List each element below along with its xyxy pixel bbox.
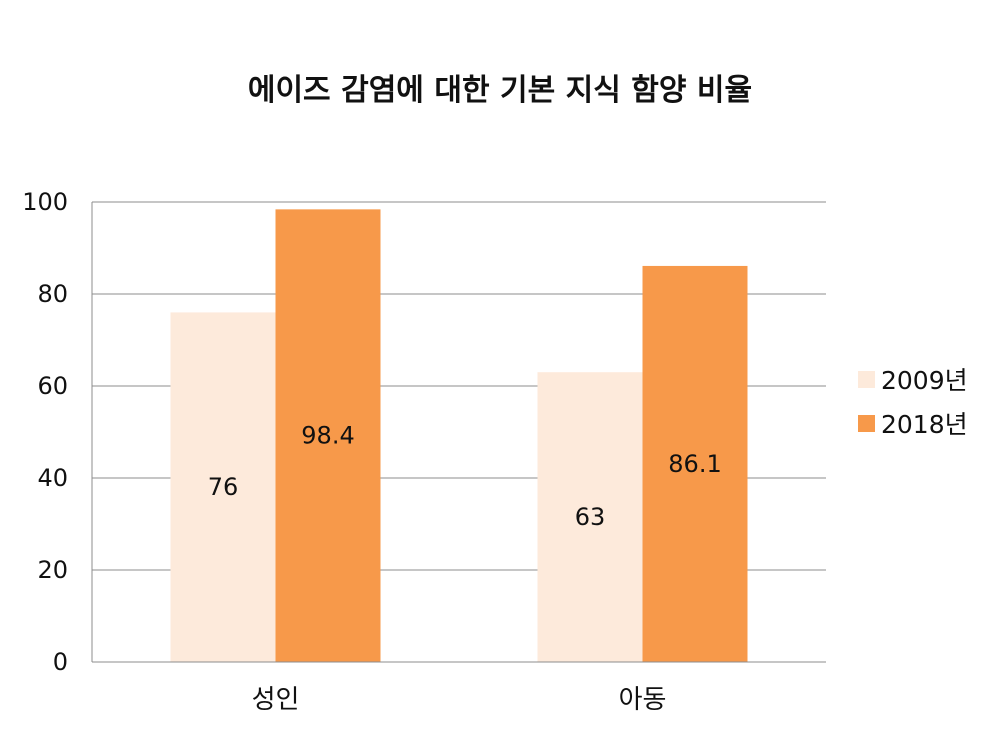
x-tick-label: 아동 (619, 685, 667, 715)
x-tick-label: 성인 (252, 685, 300, 715)
legend-label: 2009년 (881, 366, 968, 395)
y-tick-label: 0 (53, 648, 68, 676)
bar (275, 209, 381, 663)
bar (170, 312, 276, 662)
y-tick-label: 20 (37, 556, 68, 584)
legend-swatch (858, 415, 875, 432)
data-label: 86.1 (668, 450, 721, 478)
legend-swatch (858, 371, 875, 388)
y-tick-label: 60 (37, 372, 68, 400)
y-tick-label: 80 (37, 280, 68, 308)
bar (642, 265, 748, 662)
data-label: 63 (575, 503, 606, 531)
bar (537, 372, 643, 662)
bars: 76 98.4 63 86.1 (170, 209, 748, 663)
data-label: 98.4 (301, 422, 354, 450)
legend-label: 2018년 (881, 410, 968, 439)
y-tick-label: 100 (22, 188, 68, 216)
y-tick-label: 40 (37, 464, 68, 492)
chart-title: 에이즈 감염에 대한 기본 지식 함양 비율 (248, 73, 752, 108)
legend: 2009년 2018년 (858, 366, 968, 439)
axes: 0 20 40 60 80 100 성인 아동 (22, 188, 826, 715)
data-label: 76 (208, 473, 239, 501)
